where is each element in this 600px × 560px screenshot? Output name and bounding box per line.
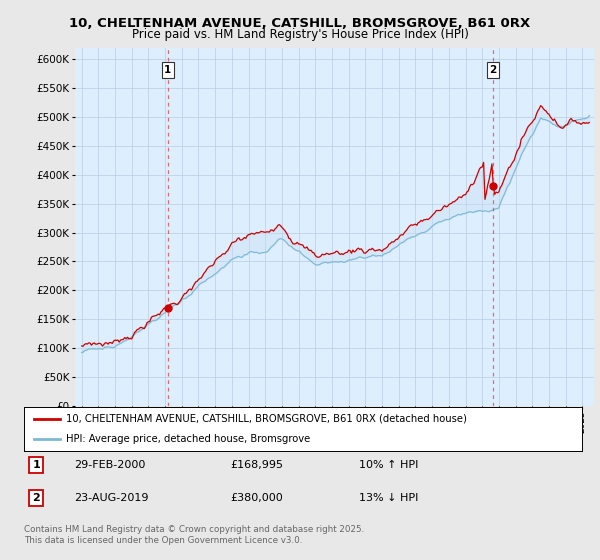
Text: £168,995: £168,995 [230, 460, 283, 470]
Text: 10% ↑ HPI: 10% ↑ HPI [359, 460, 418, 470]
Text: 10, CHELTENHAM AVENUE, CATSHILL, BROMSGROVE, B61 0RX: 10, CHELTENHAM AVENUE, CATSHILL, BROMSGR… [70, 17, 530, 30]
Text: Contains HM Land Registry data © Crown copyright and database right 2025.
This d: Contains HM Land Registry data © Crown c… [24, 525, 364, 545]
Text: 23-AUG-2019: 23-AUG-2019 [74, 493, 149, 503]
Text: 13% ↓ HPI: 13% ↓ HPI [359, 493, 418, 503]
Text: HPI: Average price, detached house, Bromsgrove: HPI: Average price, detached house, Brom… [66, 434, 310, 444]
Text: 29-FEB-2000: 29-FEB-2000 [74, 460, 146, 470]
Text: Price paid vs. HM Land Registry's House Price Index (HPI): Price paid vs. HM Land Registry's House … [131, 28, 469, 41]
Text: £380,000: £380,000 [230, 493, 283, 503]
Text: 1: 1 [32, 460, 40, 470]
Text: 1: 1 [164, 65, 172, 75]
Text: 10, CHELTENHAM AVENUE, CATSHILL, BROMSGROVE, B61 0RX (detached house): 10, CHELTENHAM AVENUE, CATSHILL, BROMSGR… [66, 414, 467, 424]
Text: 2: 2 [32, 493, 40, 503]
Text: 2: 2 [489, 65, 496, 75]
